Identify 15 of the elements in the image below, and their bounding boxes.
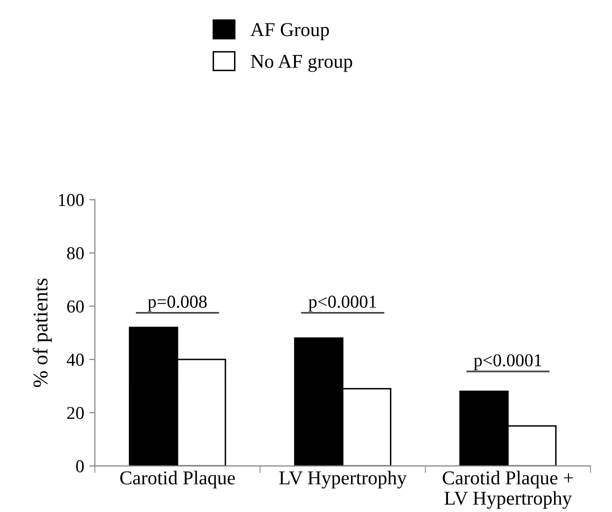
y-tick-label: 40 (66, 354, 84, 366)
y-tick-label: 0 (76, 460, 84, 472)
annotation: p<0.0001 (474, 354, 542, 370)
legend-label: AF Group (250, 23, 329, 40)
y-axis-title: % of patients (32, 278, 52, 388)
y-tick-label: 20 (67, 406, 84, 420)
legend-label: No AF group (250, 54, 352, 72)
y-tick-label: 80 (67, 247, 84, 260)
annotation: p=0.008 (148, 296, 207, 312)
x-tick-label: Carotid Plaque (120, 470, 235, 488)
annotation: p<0.0001 (308, 296, 376, 312)
y-tick-label: 60 (67, 300, 84, 313)
y-tick-label: 100 (58, 194, 84, 206)
x-tick-label: Carotid Plaque + LV Hypertrophy (442, 470, 573, 509)
x-tick-label: LV Hypertrophy (279, 470, 407, 488)
